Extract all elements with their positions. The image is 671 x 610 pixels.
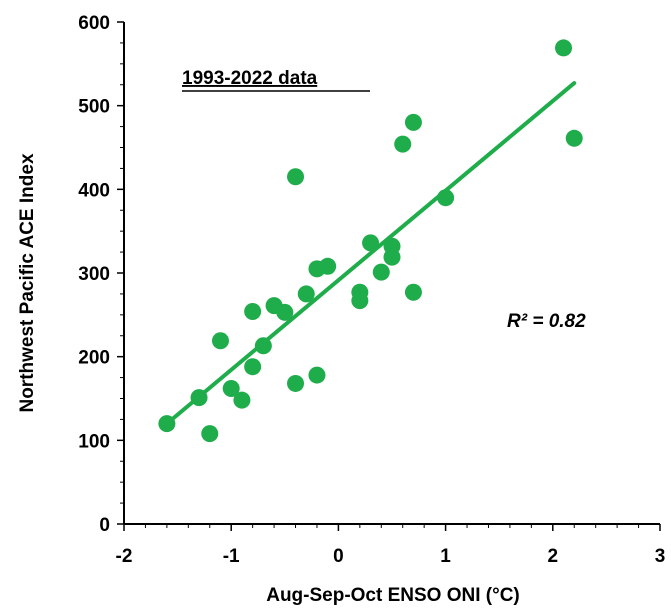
- trendline-group: [164, 81, 577, 426]
- y-tick-label: 300: [78, 264, 110, 285]
- y-tick-label: 100: [78, 431, 110, 452]
- data-point: [372, 263, 390, 281]
- data-point: [297, 285, 315, 303]
- data-point: [287, 374, 305, 392]
- data-point: [244, 358, 262, 376]
- x-tick-label: 2: [548, 546, 559, 567]
- y-tick-label: 400: [78, 180, 110, 201]
- data-point: [565, 129, 583, 147]
- r-squared-label: R² = 0.82: [507, 311, 586, 332]
- x-tick-labels: -2 -1 0 1 2 3: [116, 546, 666, 567]
- data-point: [362, 234, 380, 252]
- data-point: [287, 168, 305, 186]
- data-point: [254, 337, 272, 355]
- data-point: [383, 248, 401, 266]
- y-tick-label: 0: [99, 515, 110, 536]
- data-point: [308, 366, 326, 384]
- y-tick-labels: 0 100 200 300 400 500 600: [78, 13, 110, 536]
- data-point: [211, 332, 229, 350]
- data-point: [555, 39, 573, 57]
- x-tick-label: -2: [116, 546, 133, 567]
- y-tick-label: 500: [78, 97, 110, 118]
- x-tick-label: 0: [333, 546, 344, 567]
- y-tick-label: 200: [78, 348, 110, 369]
- data-point: [201, 425, 219, 443]
- data-point: [158, 415, 176, 433]
- x-tick-label: -1: [223, 546, 240, 567]
- x-tick-label: 1: [440, 546, 451, 567]
- data-point: [233, 391, 251, 409]
- data-point: [404, 283, 422, 301]
- data-point: [222, 379, 240, 397]
- data-point: [190, 389, 208, 407]
- data-point: [319, 257, 337, 275]
- data-point: [404, 113, 422, 131]
- trendline: [164, 81, 577, 426]
- x-axis-title: Aug-Sep-Oct ENSO ONI (°C): [266, 585, 520, 606]
- y-axis-title: Northwest Pacific ACE Index: [17, 153, 38, 412]
- y-tick-label: 600: [78, 13, 110, 34]
- data-point: [351, 292, 369, 310]
- data-range-annotation: 1993-2022 data: [182, 68, 318, 89]
- data-point: [276, 303, 294, 321]
- data-point: [244, 302, 262, 320]
- data-points: [158, 39, 583, 443]
- data-point: [437, 189, 455, 207]
- data-point: [394, 135, 412, 153]
- x-tick-label: 3: [655, 546, 666, 567]
